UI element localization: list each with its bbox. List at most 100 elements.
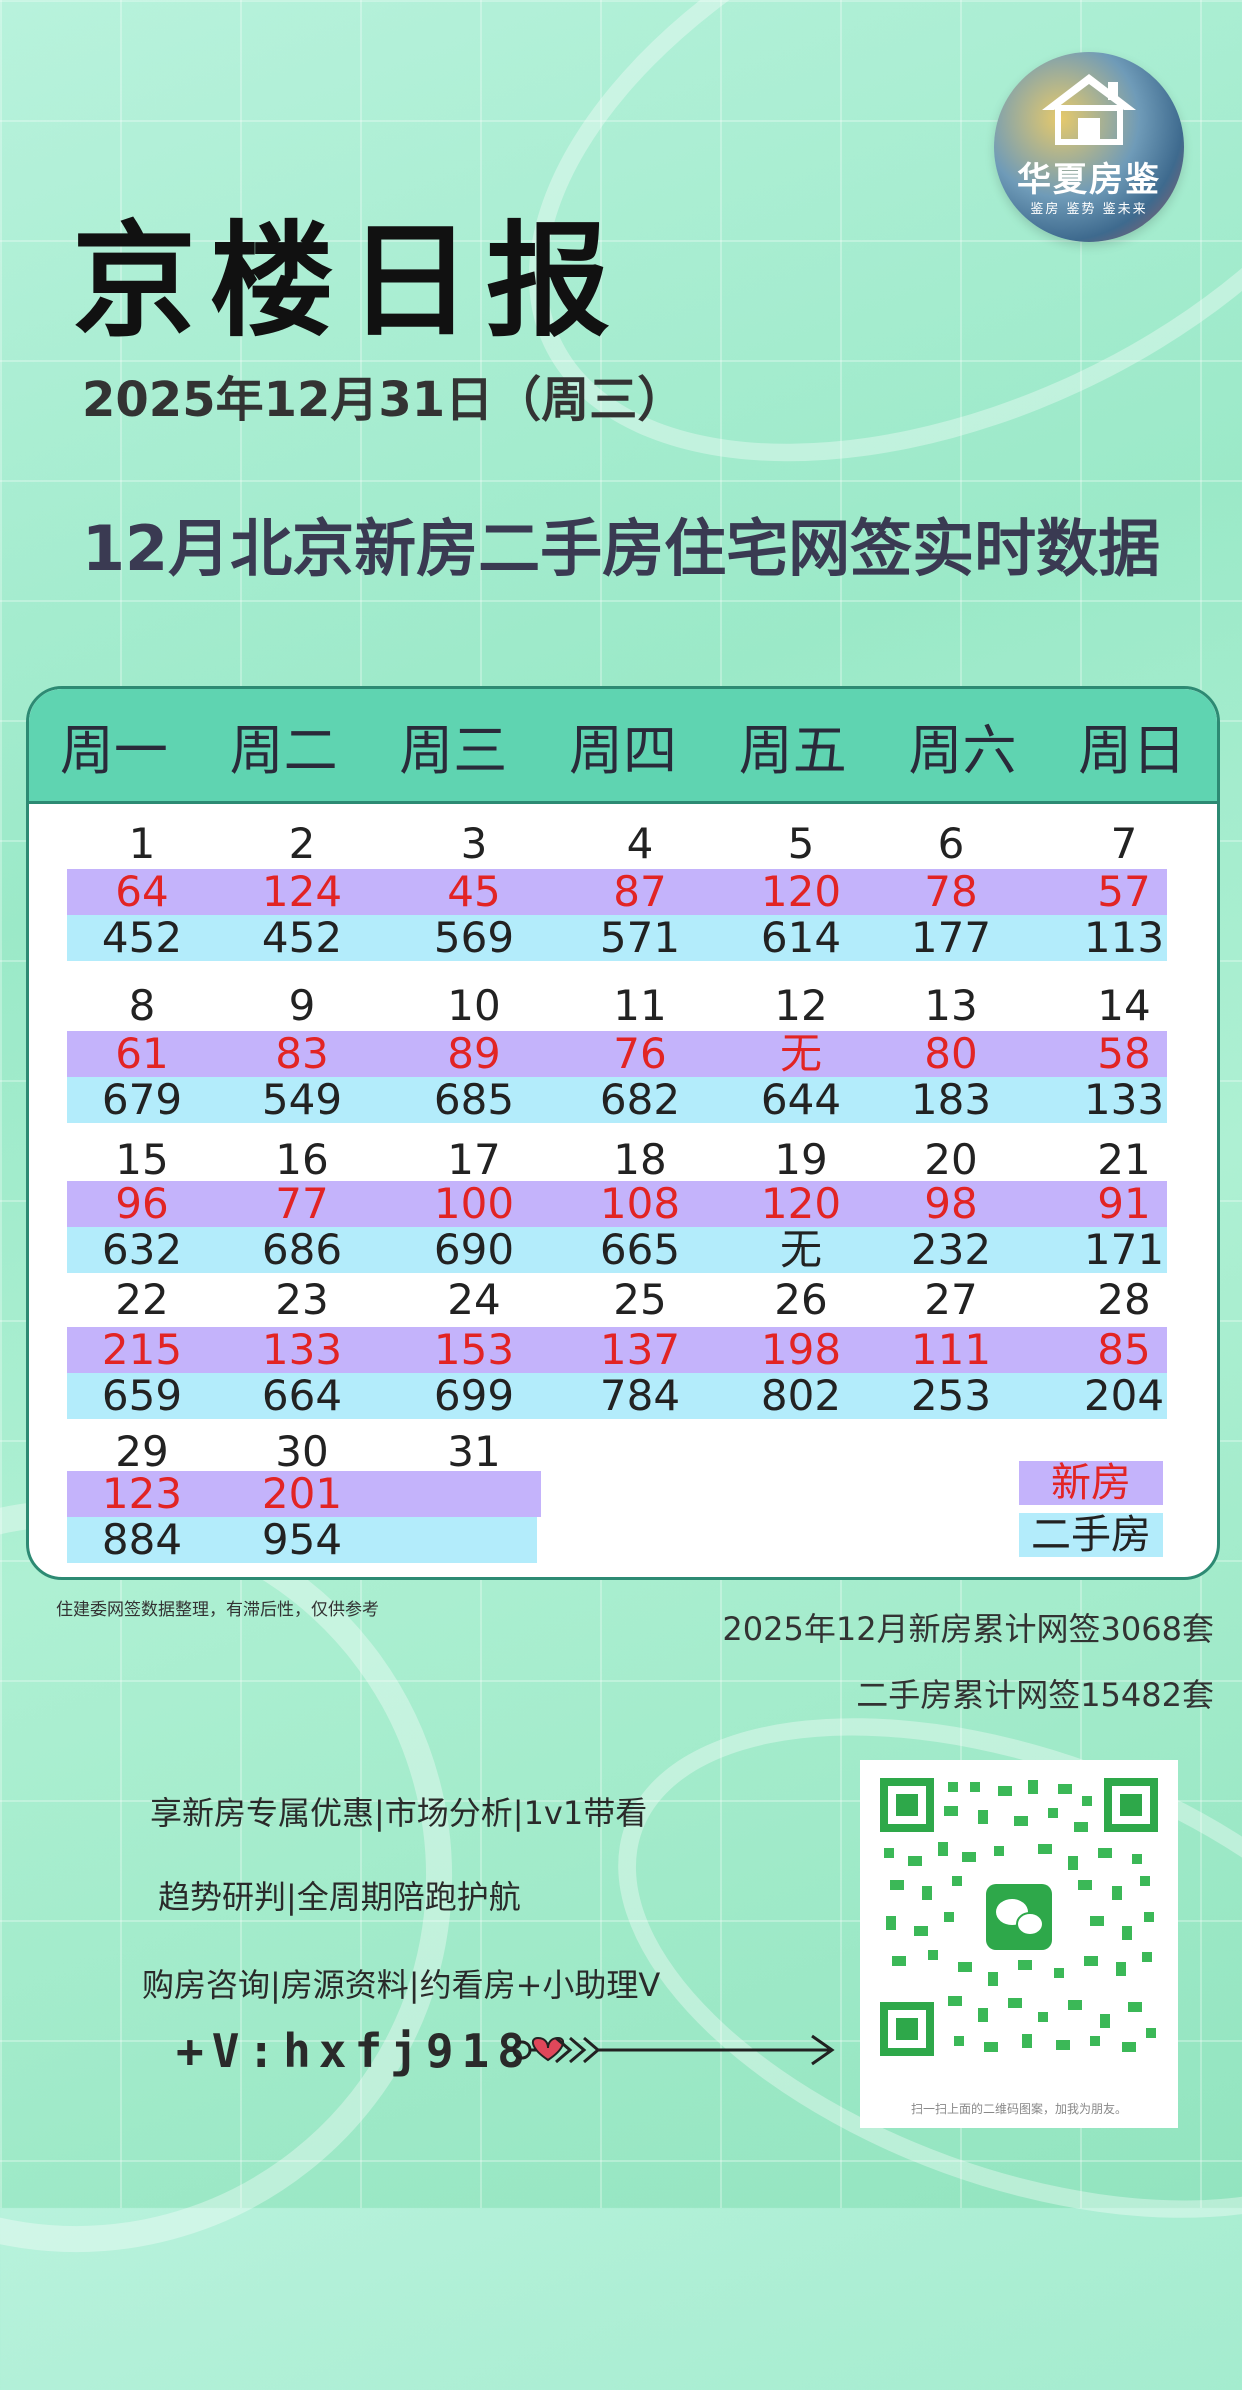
day-number: 19 bbox=[774, 1135, 828, 1184]
new-home-value: 120 bbox=[760, 1179, 842, 1228]
new-home-row: 96 77 100 108 120 98 91 bbox=[67, 1181, 1167, 1227]
new-home-value: 137 bbox=[599, 1325, 681, 1374]
new-home-value: 80 bbox=[924, 1029, 978, 1078]
second-hand-value: 954 bbox=[261, 1515, 343, 1564]
total-second-hand: 二手房累计网签15482套 bbox=[856, 1676, 1214, 1714]
arrow-icon bbox=[512, 2034, 835, 2066]
day-number: 21 bbox=[1097, 1135, 1151, 1184]
second-hand-value: 802 bbox=[760, 1371, 842, 1420]
weekday-label: 周一 bbox=[59, 718, 168, 782]
second-hand-row: 884 954 bbox=[67, 1517, 537, 1563]
legend-second-hand: 二手房 bbox=[1019, 1513, 1163, 1557]
day-number: 1 bbox=[128, 819, 156, 868]
second-hand-value: 659 bbox=[101, 1371, 183, 1420]
second-hand-value: 699 bbox=[433, 1371, 515, 1420]
day-number: 11 bbox=[613, 981, 667, 1030]
new-home-value: 87 bbox=[613, 867, 667, 916]
day-number: 31 bbox=[447, 1427, 501, 1476]
day-number: 25 bbox=[613, 1275, 667, 1324]
new-home-row: 64 124 45 87 120 78 57 bbox=[67, 869, 1167, 915]
qr-card: 扫一扫上面的二维码图案，加我为朋友。 bbox=[860, 1760, 1178, 2128]
second-hand-value: 571 bbox=[599, 913, 681, 962]
new-home-value: 64 bbox=[115, 867, 169, 916]
second-hand-value: 644 bbox=[760, 1075, 842, 1124]
new-home-value: 78 bbox=[924, 867, 978, 916]
second-hand-value: 682 bbox=[599, 1075, 681, 1124]
qr-code[interactable] bbox=[878, 1776, 1160, 2058]
second-hand-value: 549 bbox=[261, 1075, 343, 1124]
page-subtitle: 12月北京新房二手房住宅网签实时数据 bbox=[81, 512, 1161, 585]
second-hand-value: 232 bbox=[910, 1225, 992, 1274]
day-number: 13 bbox=[924, 981, 978, 1030]
second-hand-value: 171 bbox=[1083, 1225, 1165, 1274]
second-hand-row: 659 664 699 784 802 253 204 bbox=[67, 1373, 1167, 1419]
day-number: 9 bbox=[288, 981, 316, 1030]
new-home-value: 57 bbox=[1097, 867, 1151, 916]
second-hand-value: 452 bbox=[261, 913, 343, 962]
second-hand-value: 665 bbox=[599, 1225, 681, 1274]
new-home-row: 215 133 153 137 198 111 85 bbox=[67, 1327, 1167, 1373]
weekday-label: 周二 bbox=[229, 718, 338, 782]
new-home-value: 96 bbox=[115, 1179, 169, 1228]
weekday-label: 周六 bbox=[908, 718, 1017, 782]
second-hand-value: 679 bbox=[101, 1075, 183, 1124]
second-hand-value: 614 bbox=[760, 913, 842, 962]
new-home-value: 215 bbox=[101, 1325, 183, 1374]
day-number: 28 bbox=[1097, 1275, 1151, 1324]
new-home-value: 91 bbox=[1097, 1179, 1151, 1228]
day-number: 5 bbox=[787, 819, 815, 868]
new-home-value: 133 bbox=[261, 1325, 343, 1374]
new-home-value: 100 bbox=[433, 1179, 515, 1228]
brand-logo: 华夏房鉴 鉴房 鉴势 鉴未来 bbox=[994, 52, 1184, 242]
new-home-value: 153 bbox=[433, 1325, 515, 1374]
new-home-value: 198 bbox=[760, 1325, 842, 1374]
new-home-value: 201 bbox=[261, 1469, 343, 1518]
day-number: 24 bbox=[447, 1275, 501, 1324]
second-hand-value: 884 bbox=[101, 1515, 183, 1564]
new-home-value: 120 bbox=[760, 867, 842, 916]
second-hand-row: 632 686 690 665 无 232 171 bbox=[67, 1227, 1167, 1273]
total-new-home: 2025年12月新房累计网签3068套 bbox=[722, 1610, 1214, 1648]
day-number: 8 bbox=[128, 981, 156, 1030]
report-date: 2025年12月31日（周三） bbox=[82, 372, 686, 428]
day-number: 26 bbox=[774, 1275, 828, 1324]
second-hand-value: 133 bbox=[1083, 1075, 1165, 1124]
second-hand-row: 452 452 569 571 614 177 113 bbox=[67, 915, 1167, 961]
day-number: 30 bbox=[275, 1427, 329, 1476]
weekday-label: 周日 bbox=[1078, 718, 1187, 782]
second-hand-value: 784 bbox=[599, 1371, 681, 1420]
second-hand-value: 113 bbox=[1083, 913, 1165, 962]
day-number: 10 bbox=[447, 981, 501, 1030]
day-number: 3 bbox=[460, 819, 488, 868]
legend-new-home: 新房 bbox=[1019, 1461, 1163, 1505]
day-number: 18 bbox=[613, 1135, 667, 1184]
new-home-value: 45 bbox=[447, 867, 501, 916]
new-home-value: 108 bbox=[599, 1179, 681, 1228]
promo-line: 享新房专属优惠|市场分析|1v1带看 bbox=[150, 1794, 648, 1832]
day-number: 15 bbox=[115, 1135, 169, 1184]
house-icon bbox=[1042, 74, 1136, 145]
page-title: 京楼日报 bbox=[72, 210, 625, 354]
day-number: 23 bbox=[275, 1275, 329, 1324]
new-home-value: 77 bbox=[275, 1179, 329, 1228]
sign-calendar: 周一 周二 周三 周四 周五 周六 周日 1 2 3 4 5 6 7 64 12… bbox=[26, 686, 1220, 1580]
new-home-value: 58 bbox=[1097, 1029, 1151, 1078]
new-home-value: 98 bbox=[924, 1179, 978, 1228]
day-number: 16 bbox=[275, 1135, 329, 1184]
day-number: 27 bbox=[924, 1275, 978, 1324]
new-home-value: 111 bbox=[910, 1325, 992, 1374]
new-home-value: 83 bbox=[275, 1029, 329, 1078]
new-home-value: 无 bbox=[779, 1029, 822, 1078]
new-home-row: 123 201 bbox=[67, 1471, 541, 1517]
data-source-note: 住建委网签数据整理，有滞后性，仅供参考 bbox=[56, 1600, 379, 1620]
new-home-value: 124 bbox=[261, 867, 343, 916]
weekday-label: 周四 bbox=[569, 718, 678, 782]
second-hand-value: 685 bbox=[433, 1075, 515, 1124]
second-hand-value: 569 bbox=[433, 913, 515, 962]
second-hand-value: 253 bbox=[910, 1371, 992, 1420]
second-hand-value: 452 bbox=[101, 913, 183, 962]
promo-line: 趋势研判|全周期陪跑护航 bbox=[158, 1878, 521, 1916]
new-home-value: 123 bbox=[101, 1469, 183, 1518]
day-number: 2 bbox=[288, 819, 316, 868]
new-home-value: 85 bbox=[1097, 1325, 1151, 1374]
